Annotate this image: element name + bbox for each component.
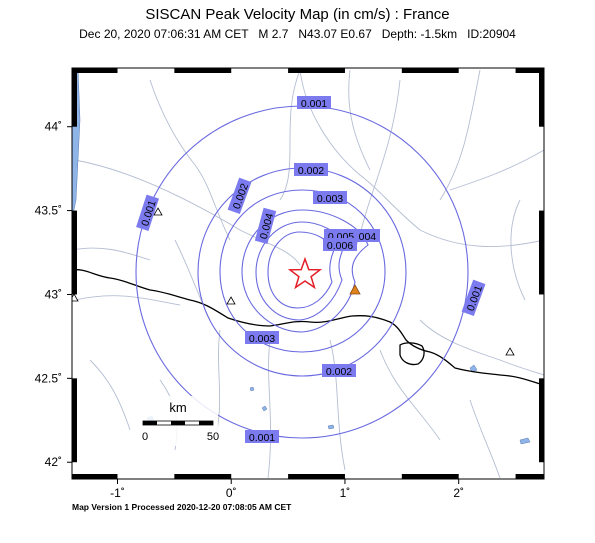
contour-0.003 — [219, 189, 386, 353]
contour-label-text: 0.001 — [249, 432, 275, 444]
x-tick-label: 1˚ — [340, 486, 351, 500]
map-subtitle: Dec 20, 2020 07:06:31 AM CET M 2.7 N43.0… — [79, 27, 516, 41]
frame-band-segment — [401, 474, 459, 479]
contour-label-text: 0.006 — [327, 240, 353, 252]
map-footer: Map Version 1 Processed 2020-12-20 07:08… — [72, 502, 292, 512]
station-marker — [153, 207, 163, 216]
contour-label-text: 0.001 — [301, 98, 327, 110]
stations-layer — [72, 207, 515, 356]
x-tick-label: -1˚ — [110, 486, 125, 500]
frame-band-segment — [539, 68, 544, 127]
axis-labels: 44˚ 43.5˚ 43˚ 42.5˚ 42˚ -1˚ 0˚ 1˚ 2˚ — [35, 120, 464, 500]
contour-label-box — [254, 207, 277, 244]
contour-label-box — [322, 364, 356, 377]
contour-label-box — [297, 96, 331, 109]
contour-label-box — [461, 279, 486, 317]
station-marker — [72, 293, 79, 302]
scale-bar-max-label: 50 — [207, 431, 219, 443]
frame-band-segment — [288, 68, 345, 73]
frame-band-segment — [515, 68, 544, 73]
frame-border-ticks — [72, 68, 544, 479]
contour-label: 0.002 — [322, 364, 356, 378]
frame-band-segment — [174, 68, 232, 73]
contour-label: 0.001 — [297, 96, 331, 110]
frame-band-segment — [72, 68, 118, 73]
contour-labels: 0.0010.0010.0010.0010.0020.0020.0020.003… — [136, 96, 486, 444]
contour-label-box — [227, 177, 252, 215]
scale-bar-unit: km — [169, 400, 186, 415]
x-tick-label: 0˚ — [226, 486, 237, 500]
contour-label: 0.003 — [313, 191, 347, 205]
contour-label-box — [323, 238, 357, 251]
station-marker-active — [349, 284, 361, 295]
frame-band-segment — [72, 210, 77, 295]
epicenter-star-icon — [287, 256, 323, 290]
y-tick-label: 42.5˚ — [35, 371, 62, 385]
frame-band-segment — [72, 378, 77, 463]
contour-label-text: 0.003 — [317, 193, 343, 205]
contour-label-box — [294, 163, 328, 176]
y-tick-label: 43˚ — [45, 287, 62, 301]
frame-band-segment — [401, 68, 459, 73]
x-tick-label: 2˚ — [453, 486, 464, 500]
scale-bar-min-label: 0 — [142, 431, 148, 443]
contour-label-box — [245, 430, 279, 443]
y-tick-label: 42˚ — [45, 455, 62, 469]
contour-label-box — [136, 194, 159, 232]
y-tick-label: 44˚ — [45, 120, 62, 134]
contour-label-text: 0.002 — [298, 165, 324, 177]
station-marker — [505, 347, 515, 356]
contour-label-text: 0.003 — [249, 333, 275, 345]
y-tick-label: 43.5˚ — [35, 204, 62, 218]
scale-bar: km 0 50 — [132, 396, 219, 446]
contour-label: 0.006 — [323, 238, 357, 252]
contour-label-text: 0.002 — [326, 366, 352, 378]
station-marker — [226, 296, 236, 305]
frame-band-segment — [539, 210, 544, 295]
contour-label: 0.003 — [245, 331, 279, 345]
frame-band-segment — [288, 474, 345, 479]
contour-label-box — [313, 191, 347, 204]
contour-label: 0.001 — [245, 430, 279, 444]
frame-band-segment — [515, 474, 544, 479]
frame-band-segment — [72, 474, 118, 479]
frame-band-segment — [539, 378, 544, 463]
frame-band-segment — [72, 68, 77, 127]
map-title: SISCAN Peak Velocity Map (in cm/s) : Fra… — [145, 6, 450, 23]
contour-label: 0.002 — [294, 163, 328, 177]
contour-label-box — [245, 331, 279, 344]
frame-band-segment — [174, 474, 232, 479]
